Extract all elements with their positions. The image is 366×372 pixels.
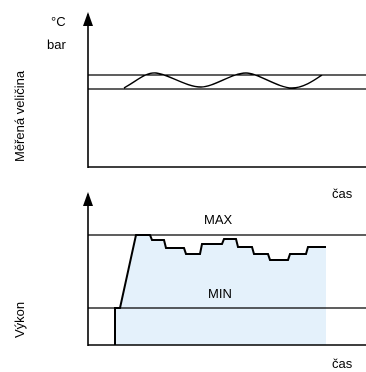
- bottom-y-arrow: [83, 192, 93, 206]
- top-y-arrow: [83, 12, 93, 26]
- max-label: MAX: [204, 212, 233, 227]
- top-chart: °C bar Měřená veličina čas: [12, 12, 366, 201]
- top-measured-wave: [123, 72, 323, 89]
- power-curve: [114, 234, 326, 345]
- bottom-x-label: čas: [332, 356, 353, 371]
- top-x-label: čas: [332, 186, 353, 201]
- top-unit-celsius: °C: [51, 14, 66, 29]
- bottom-y-label: Výkon: [12, 302, 27, 338]
- bottom-chart: MAX MIN Výkon čas: [12, 192, 366, 371]
- top-y-label: Měřená veličina: [12, 70, 27, 162]
- power-area: [115, 235, 326, 345]
- min-label: MIN: [208, 286, 232, 301]
- top-unit-bar: bar: [47, 37, 66, 52]
